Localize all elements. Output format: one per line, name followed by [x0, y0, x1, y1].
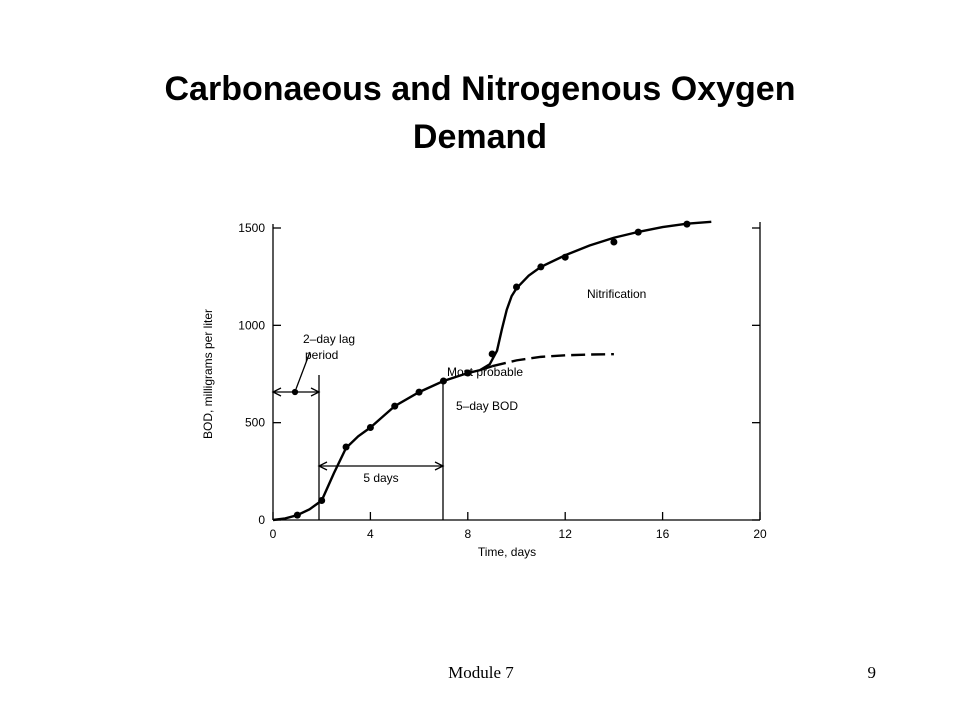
- annotation: Nitrification: [587, 287, 646, 301]
- lag-marker: [291, 388, 299, 396]
- y-tick-label: 1500: [238, 221, 265, 235]
- x-tick-label: 12: [559, 527, 573, 541]
- curve: [491, 352, 614, 368]
- leader-line: [295, 351, 311, 390]
- data-point: [439, 377, 447, 385]
- data-point: [634, 228, 642, 236]
- curve: [272, 365, 493, 522]
- annotation: 5–day BOD: [456, 399, 518, 413]
- y-tick-label: 0: [258, 513, 265, 527]
- x-tick-label: 20: [753, 527, 767, 541]
- annotation: period: [305, 348, 338, 362]
- annotation: Most probable: [447, 365, 523, 379]
- title-line: Carbonaeous and Nitrogenous Oxygen: [165, 70, 796, 108]
- y-axis-label: BOD, milligrams per liter: [201, 309, 215, 439]
- data-point: [415, 388, 423, 396]
- x-tick-label: 0: [270, 527, 277, 541]
- data-point: [366, 424, 374, 432]
- y-tick-label: 500: [245, 416, 265, 430]
- data-point: [318, 497, 326, 505]
- footer-left: Module 7: [448, 663, 514, 682]
- y-tick-label: 1000: [238, 318, 265, 332]
- annotation: 5 days: [363, 471, 398, 485]
- data-point: [391, 402, 399, 410]
- annotation-lines: [271, 351, 445, 520]
- data-point: [561, 253, 569, 261]
- data-point: [488, 350, 496, 358]
- data-point: [610, 238, 618, 246]
- curve: [479, 220, 712, 372]
- data-point: [513, 283, 520, 291]
- data-point: [464, 369, 472, 377]
- x-tick-label: 4: [367, 527, 374, 541]
- x-tick-label: 16: [656, 527, 670, 541]
- x-tick-label: 8: [464, 527, 471, 541]
- data-point: [537, 263, 545, 271]
- arrow-head: [317, 461, 445, 471]
- footer-right: 9: [868, 663, 877, 682]
- title-line-2: Demand: [413, 118, 547, 156]
- x-axis-label: Time, days: [478, 545, 536, 559]
- annotation: 2–day lag: [303, 332, 355, 346]
- data-point: [342, 443, 350, 451]
- data-point: [683, 220, 691, 228]
- data-point: [293, 511, 301, 519]
